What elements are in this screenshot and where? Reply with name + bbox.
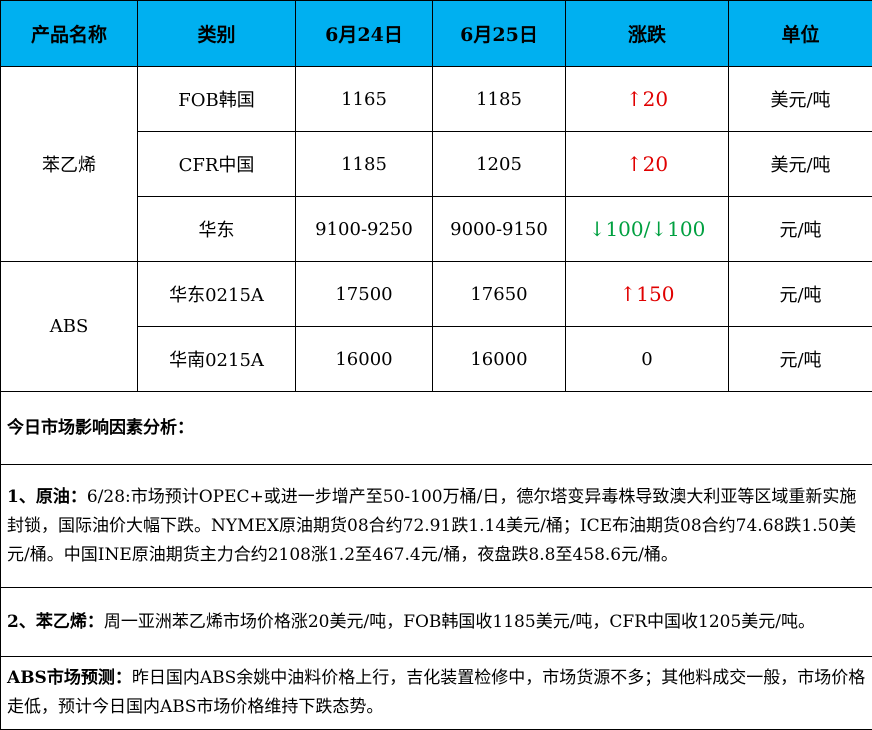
product-name: 苯乙烯 (1, 67, 138, 262)
price-jun24: 1185 (296, 132, 433, 197)
analysis-label: 1、原油： (7, 487, 87, 507)
header-jun24: 6月24日 (296, 1, 433, 67)
table-row: ABS 华东0215A 17500 17650 ↑150 元/吨 (1, 262, 872, 327)
unit: 元/吨 (729, 327, 872, 392)
price-jun24: 9100-9250 (296, 197, 433, 262)
analysis-item: 2、苯乙烯：周一亚洲苯乙烯市场价格涨20美元/吨，FOB韩国收1185美元/吨，… (1, 588, 872, 657)
price-jun25: 1185 (433, 67, 566, 132)
analysis-item: ABS市场预测：昨日国内ABS余姚中油料价格上行，吉化装置检修中，市场货源不多；… (1, 657, 872, 730)
price-jun24: 1165 (296, 67, 433, 132)
header-row: 产品名称 类别 6月24日 6月25日 涨跌 单位 (1, 1, 872, 67)
price-jun25: 1205 (433, 132, 566, 197)
analysis-title: 今日市场影响因素分析： (1, 392, 872, 465)
header-unit: 单位 (729, 1, 872, 67)
analysis-label: 2、苯乙烯： (7, 612, 104, 632)
category: 华东 (138, 197, 296, 262)
category: FOB韩国 (138, 67, 296, 132)
analysis-text: 6/28:市场预计OPEC+或进一步增产至50-100万桶/日，德尔塔变异毒株导… (7, 487, 856, 565)
product-name: ABS (1, 262, 138, 392)
unit: 美元/吨 (729, 132, 872, 197)
unit: 元/吨 (729, 197, 872, 262)
change: ↑150 (566, 262, 729, 327)
category: 华东0215A (138, 262, 296, 327)
analysis-label: ABS市场预测： (7, 668, 132, 688)
analysis-text: 周一亚洲苯乙烯市场价格涨20美元/吨，FOB韩国收1185美元/吨，CFR中国收… (104, 612, 815, 632)
category: 华南0215A (138, 327, 296, 392)
price-jun24: 17500 (296, 262, 433, 327)
change: ↑20 (566, 67, 729, 132)
price-jun25: 16000 (433, 327, 566, 392)
price-jun25: 17650 (433, 262, 566, 327)
header-category: 类别 (138, 1, 296, 67)
category: CFR中国 (138, 132, 296, 197)
header-change: 涨跌 (566, 1, 729, 67)
unit: 美元/吨 (729, 67, 872, 132)
table-row: 苯乙烯 FOB韩国 1165 1185 ↑20 美元/吨 (1, 67, 872, 132)
change: ↓100/↓100 (566, 197, 729, 262)
header-jun25: 6月25日 (433, 1, 566, 67)
price-jun24: 16000 (296, 327, 433, 392)
price-jun25: 9000-9150 (433, 197, 566, 262)
analysis-text: 昨日国内ABS余姚中油料价格上行，吉化装置检修中，市场货源不多；其他料成交一般，… (7, 668, 865, 717)
analysis-item: 1、原油：6/28:市场预计OPEC+或进一步增产至50-100万桶/日，德尔塔… (1, 465, 872, 588)
header-product: 产品名称 (1, 1, 138, 67)
change: 0 (566, 327, 729, 392)
analysis-title-row: 今日市场影响因素分析： (1, 392, 872, 465)
unit: 元/吨 (729, 262, 872, 327)
change: ↑20 (566, 132, 729, 197)
